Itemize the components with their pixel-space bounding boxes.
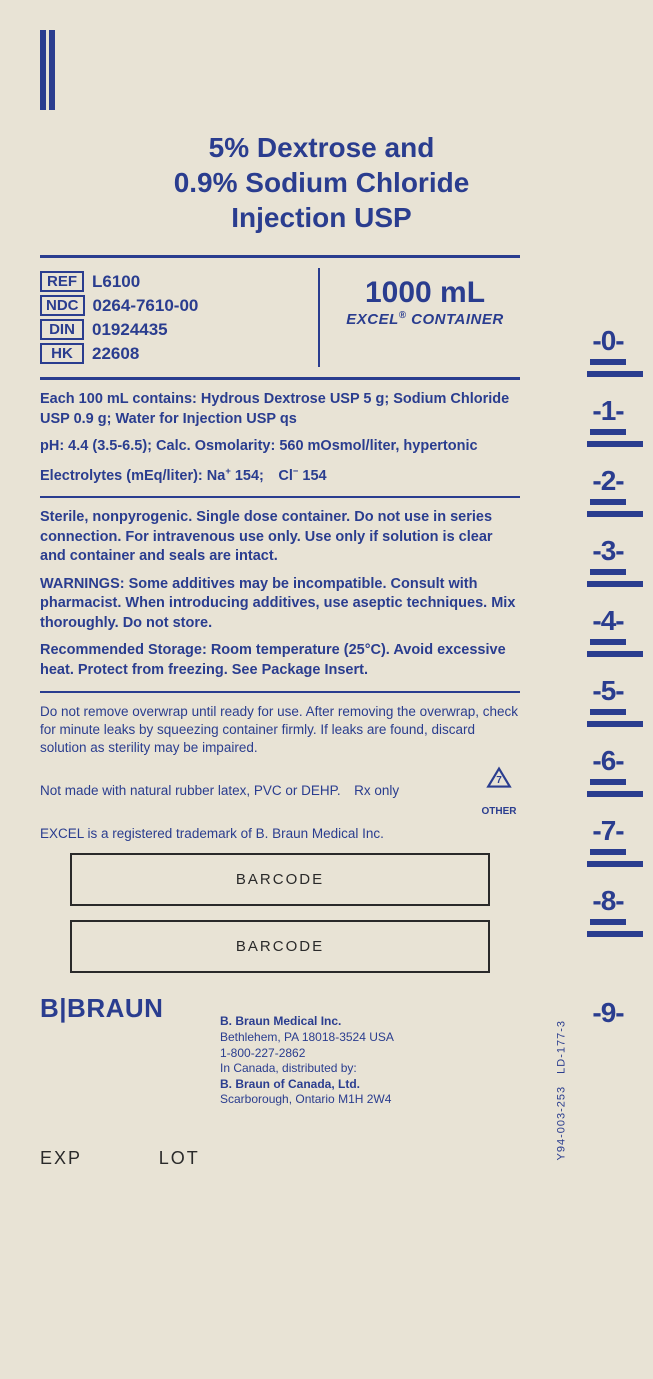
volume-scale: -0- -1- -2- -3- -4- -5- -6- -7- -8- -9- [573, 325, 643, 1047]
overwrap-text: Do not remove overwrap until ready for u… [40, 703, 520, 758]
company-info: B. Braun Medical Inc. Bethlehem, PA 1801… [220, 1014, 520, 1108]
title-line-2: 0.9% Sodium Chloride [60, 165, 583, 200]
scale-mark-6: -6- [573, 745, 643, 797]
electrolytes-text: Electrolytes (mEq/liter): Na+ 154; Cl− 1… [40, 465, 520, 486]
decorative-bars [40, 30, 623, 110]
svg-text:7: 7 [496, 775, 502, 786]
latex-rx-text: Not made with natural rubber latex, PVC … [40, 782, 472, 800]
divider [40, 496, 520, 498]
exp-label: EXP [40, 1148, 82, 1168]
divider [40, 377, 520, 380]
product-title: 5% Dextrose and 0.9% Sodium Chloride Inj… [60, 130, 583, 235]
scale-mark-0: -0- [573, 325, 643, 377]
barcode-placeholder-2: BARCODE [70, 920, 490, 973]
side-code: Y94-003-253 LD-177-3 [555, 1020, 567, 1160]
trademark-text: EXCEL is a registered trademark of B. Br… [40, 825, 520, 843]
scale-mark-9: -9- [573, 997, 643, 1029]
exp-lot-row: EXP LOT [40, 1148, 520, 1169]
recycle-symbol: 7 OTHER [478, 765, 520, 817]
scale-mark-7: -7- [573, 815, 643, 867]
reference-block: REF L6100 NDC 0264-7610-00 DIN 01924435 HK 2… [40, 268, 520, 367]
ndc-label: NDC [40, 295, 85, 316]
recycle-label: OTHER [478, 806, 520, 817]
warnings-text: WARNINGS: Some additives may be incompat… [40, 575, 520, 634]
scale-mark-5: -5- [573, 675, 643, 727]
din-value: 01924435 [92, 320, 168, 340]
composition-text: Each 100 mL contains: Hydrous Dextrose U… [40, 390, 520, 429]
sterile-text: Sterile, nonpyrogenic. Single dose conta… [40, 508, 520, 567]
ndc-value: 0264-7610-00 [93, 296, 199, 316]
volume: 1000 mL [330, 276, 520, 310]
divider [40, 255, 520, 258]
title-line-1: 5% Dextrose and [60, 130, 583, 165]
scale-mark-1: -1- [573, 395, 643, 447]
container-type: EXCEL® CONTAINER [330, 310, 520, 328]
scale-mark-8: -8- [573, 885, 643, 937]
divider [40, 691, 520, 693]
storage-text: Recommended Storage: Room temperature (2… [40, 641, 520, 680]
ph-osmolarity-text: pH: 4.4 (3.5-6.5); Calc. Osmolarity: 560… [40, 437, 520, 457]
ref-label: REF [40, 271, 84, 292]
scale-mark-2: -2- [573, 465, 643, 517]
lot-label: LOT [159, 1148, 200, 1168]
title-line-3: Injection USP [60, 200, 583, 235]
hk-value: 22608 [92, 344, 139, 364]
hk-label: HK [40, 343, 84, 364]
din-label: DIN [40, 319, 84, 340]
scale-mark-4: -4- [573, 605, 643, 657]
barcode-placeholder-1: BARCODE [70, 853, 490, 906]
scale-mark-3: -3- [573, 535, 643, 587]
ref-value: L6100 [92, 272, 140, 292]
